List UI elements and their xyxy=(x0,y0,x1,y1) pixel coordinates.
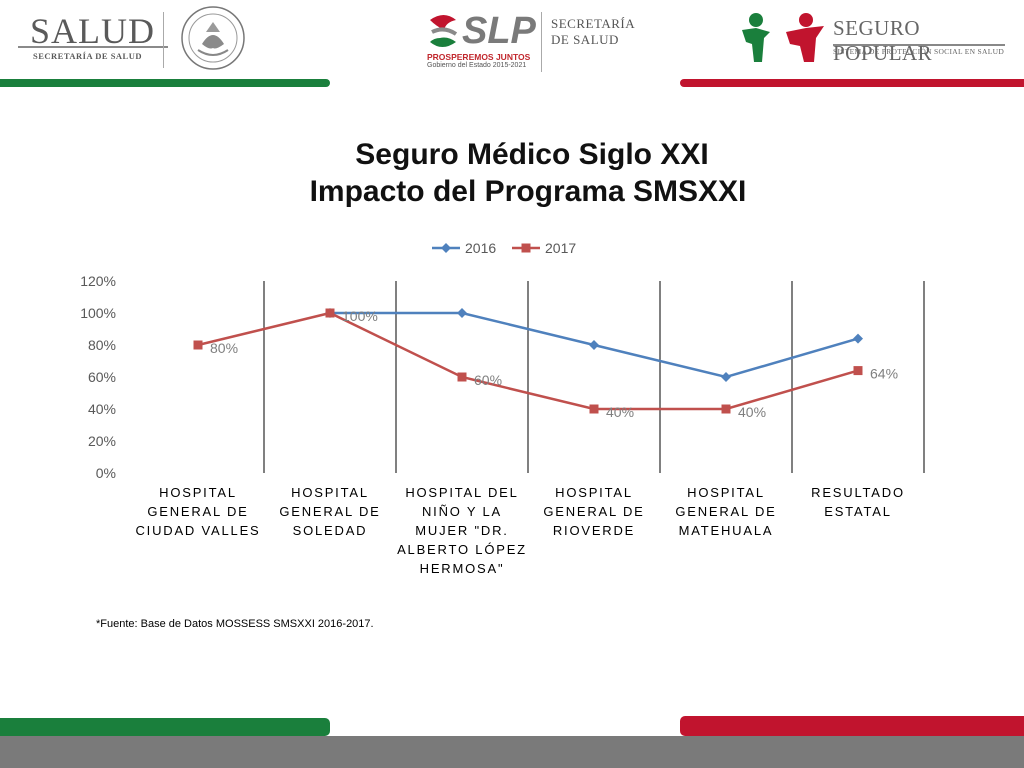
salud-logo-underline xyxy=(18,46,168,48)
chart-title: Seguro Médico Siglo XXI xyxy=(355,138,709,171)
legend-marker-2016 xyxy=(441,243,451,253)
series-line-2017 xyxy=(197,311,859,411)
x-tick-label: MATEHUALA xyxy=(679,523,774,538)
x-tick-label: CIUDAD VALLES xyxy=(135,523,260,538)
legend-label-2016: 2016 xyxy=(465,240,496,256)
y-tick-label: 40% xyxy=(88,401,116,417)
header-divider xyxy=(541,12,542,72)
footer-gray-band xyxy=(0,736,1024,768)
legend-label-2017: 2017 xyxy=(545,240,576,256)
y-tick-label: 60% xyxy=(88,369,116,385)
data-point-2016 xyxy=(721,372,731,382)
x-tick-label: NIÑO Y LA xyxy=(422,504,502,519)
data-point-2016 xyxy=(589,340,599,350)
y-tick-label: 20% xyxy=(88,433,116,449)
legend-marker-2017 xyxy=(521,243,531,253)
data-label: 40% xyxy=(606,404,634,420)
slp-logo-text: SLP xyxy=(462,10,536,52)
x-tick-label: HOSPITAL DEL xyxy=(405,485,518,500)
seguro-popular-subtitle: SISTEMA DE PROTECCIÓN SOCIAL EN SALUD xyxy=(833,47,1005,56)
chart-subtitle: Impacto del Programa SMSXXI xyxy=(309,175,747,208)
line-chart: 0% 20% 40% 60% 80% 100% 120% HOSPITAL GENERAL DE… xyxy=(80,240,925,576)
data-label: 100% xyxy=(342,308,378,324)
header-green-bar xyxy=(0,79,330,87)
secretaria-label-line2: DE SALUD xyxy=(551,32,619,47)
x-tick-label: GENERAL DE xyxy=(147,504,248,519)
seguro-popular-underline xyxy=(833,44,1005,46)
mexico-seal-icon xyxy=(181,6,245,70)
salud-logo-text: SALUD xyxy=(30,11,156,51)
y-tick-label: 0% xyxy=(96,465,116,481)
x-tick-label: RIOVERDE xyxy=(553,523,635,538)
x-tick-label: GENERAL DE xyxy=(543,504,644,519)
x-tick-label: HOSPITAL xyxy=(291,485,369,500)
data-point-2017 xyxy=(325,308,335,318)
data-label: 64% xyxy=(870,366,898,382)
secretaria-label-line1: SECRETARÍA xyxy=(551,16,636,31)
header-red-bar xyxy=(680,79,1024,87)
x-tick-label: ESTATAL xyxy=(824,504,892,519)
data-point-2017 xyxy=(721,404,731,414)
data-label: 60% xyxy=(474,372,502,388)
data-point-2017 xyxy=(193,340,203,350)
x-tick-label: RESULTADO xyxy=(811,485,905,500)
header-divider xyxy=(163,12,164,68)
x-tick-label: ALBERTO LÓPEZ xyxy=(397,542,527,557)
data-point-2017 xyxy=(853,366,863,376)
data-label: 80% xyxy=(210,340,238,356)
data-point-2016 xyxy=(853,333,863,344)
x-tick-label: MUJER "DR. xyxy=(415,523,508,538)
x-tick-label: GENERAL DE xyxy=(279,504,380,519)
x-tick-label: SOLEDAD xyxy=(293,523,368,538)
x-tick-label: HOSPITAL xyxy=(687,485,765,500)
x-tick-label: HERMOSA" xyxy=(420,561,505,576)
data-label: 40% xyxy=(738,404,766,420)
data-point-2017 xyxy=(589,404,599,414)
x-tick-label: HOSPITAL xyxy=(555,485,633,500)
slp-motto: PROSPEREMOS JUNTOS xyxy=(427,52,531,62)
y-tick-label: 80% xyxy=(88,337,116,353)
seguro-popular-figures-icon xyxy=(742,13,824,62)
x-tick-label: GENERAL DE xyxy=(675,504,776,519)
footer-green-bar xyxy=(0,718,330,736)
data-point-2017 xyxy=(457,372,467,382)
salud-logo-subtitle: SECRETARÍA DE SALUD xyxy=(33,51,143,61)
source-note: *Fuente: Base de Datos MOSSESS SMSXXI 20… xyxy=(96,618,374,630)
y-tick-label: 120% xyxy=(80,273,116,289)
slp-logo-icon xyxy=(430,15,458,47)
footer-red-bar xyxy=(680,716,1024,736)
data-point-2016 xyxy=(457,308,467,318)
y-tick-label: 100% xyxy=(80,305,116,321)
slp-government-text: Gobierno del Estado 2015-2021 xyxy=(427,62,527,69)
x-tick-label: HOSPITAL xyxy=(159,485,237,500)
seguro-popular-logo-text: SEGURO POPULAR xyxy=(833,16,933,65)
